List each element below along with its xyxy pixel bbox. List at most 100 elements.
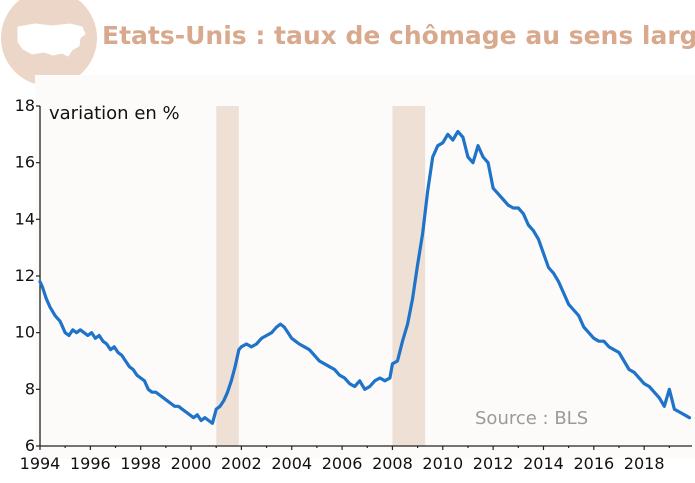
series-point-18 bbox=[106, 343, 108, 345]
series-point-44 bbox=[204, 417, 206, 419]
x-tick-label-1996: 1996 bbox=[70, 454, 111, 473]
series-point-106 bbox=[492, 187, 494, 189]
series-point-42 bbox=[196, 414, 198, 416]
x-tick-label-2000: 2000 bbox=[171, 454, 212, 473]
series-point-57 bbox=[256, 343, 258, 345]
x-tick-label-2002: 2002 bbox=[221, 454, 262, 473]
series-point-14 bbox=[91, 332, 93, 334]
series-point-99 bbox=[457, 131, 459, 133]
series-point-55 bbox=[246, 343, 248, 345]
series-point-89 bbox=[407, 323, 409, 325]
series-point-80 bbox=[364, 388, 366, 390]
series-point-56 bbox=[251, 346, 253, 348]
series-point-145 bbox=[689, 417, 691, 419]
series-point-7 bbox=[64, 332, 66, 334]
y-tick-label-6: 6 bbox=[25, 436, 35, 455]
x-tick-label-2008: 2008 bbox=[372, 454, 413, 473]
series-point-10 bbox=[76, 332, 78, 334]
series-point-65 bbox=[291, 337, 293, 339]
y-tick-label-12: 12 bbox=[15, 266, 35, 285]
header-background bbox=[0, 0, 695, 70]
series-point-77 bbox=[349, 383, 351, 385]
series-point-139 bbox=[658, 397, 660, 399]
series-point-54 bbox=[240, 346, 242, 348]
series-point-28 bbox=[144, 380, 146, 382]
series-point-63 bbox=[283, 326, 285, 328]
series-point-96 bbox=[442, 142, 444, 144]
usa-map-shape bbox=[17, 23, 86, 57]
series-point-82 bbox=[374, 380, 376, 382]
series-point-39 bbox=[185, 411, 187, 413]
series-point-76 bbox=[344, 377, 346, 379]
series-point-46 bbox=[212, 422, 214, 424]
series-point-43 bbox=[200, 420, 202, 422]
series-point-90 bbox=[412, 298, 414, 300]
series-point-131 bbox=[618, 352, 620, 354]
series-point-100 bbox=[462, 136, 464, 138]
series-point-122 bbox=[573, 309, 575, 311]
series-point-88 bbox=[402, 340, 404, 342]
series-point-118 bbox=[553, 272, 555, 274]
axes-layer bbox=[36, 105, 692, 450]
y-tick-label-8: 8 bbox=[25, 379, 35, 398]
series-point-144 bbox=[684, 414, 686, 416]
series-point-58 bbox=[261, 337, 263, 339]
series-point-52 bbox=[234, 366, 236, 368]
series-point-83 bbox=[379, 377, 381, 379]
series-point-11 bbox=[79, 329, 81, 331]
series-point-102 bbox=[472, 162, 474, 164]
series-point-1 bbox=[39, 281, 41, 283]
series-point-70 bbox=[313, 354, 315, 356]
series-point-25 bbox=[132, 369, 134, 371]
series-point-98 bbox=[452, 139, 454, 141]
series-point-86 bbox=[392, 363, 394, 365]
series-point-133 bbox=[628, 369, 630, 371]
series-point-61 bbox=[276, 326, 278, 328]
series-point-41 bbox=[193, 417, 195, 419]
series-point-101 bbox=[467, 156, 469, 158]
series-point-8 bbox=[68, 335, 70, 337]
recession-band-1 bbox=[216, 106, 239, 446]
y-tick-label-16: 16 bbox=[15, 153, 35, 172]
y-tick-label-14: 14 bbox=[15, 209, 35, 228]
x-tick-label-1998: 1998 bbox=[120, 454, 161, 473]
series-point-47 bbox=[215, 408, 217, 410]
series-point-48 bbox=[219, 405, 221, 407]
series-point-33 bbox=[162, 397, 164, 399]
series-point-136 bbox=[643, 383, 645, 385]
series-point-19 bbox=[110, 349, 112, 351]
unemployment-line bbox=[38, 129, 692, 425]
series-point-140 bbox=[663, 405, 665, 407]
series-point-30 bbox=[151, 391, 153, 393]
series-point-129 bbox=[608, 346, 610, 348]
series-point-108 bbox=[502, 199, 504, 201]
series-point-40 bbox=[189, 414, 191, 416]
series-point-111 bbox=[517, 207, 519, 209]
series-point-137 bbox=[648, 386, 650, 388]
x-tick-label-2010: 2010 bbox=[422, 454, 463, 473]
recession-shading-layer bbox=[216, 106, 426, 446]
series-point-34 bbox=[166, 400, 168, 402]
series-point-134 bbox=[633, 371, 635, 373]
series-point-36 bbox=[174, 405, 176, 407]
series-point-26 bbox=[136, 374, 138, 376]
series-point-112 bbox=[522, 213, 524, 215]
series-point-51 bbox=[230, 380, 232, 382]
series-point-81 bbox=[369, 386, 371, 388]
x-tick-label-2004: 2004 bbox=[271, 454, 312, 473]
series-point-124 bbox=[583, 326, 585, 328]
series-point-68 bbox=[303, 346, 305, 348]
series-point-45 bbox=[208, 420, 210, 422]
x-tick-label-2014: 2014 bbox=[523, 454, 564, 473]
series-point-35 bbox=[170, 403, 172, 405]
series-point-4 bbox=[49, 306, 51, 308]
source-label: Source : BLS bbox=[475, 408, 588, 429]
series-point-117 bbox=[548, 267, 550, 269]
series-point-17 bbox=[102, 340, 104, 342]
y-axis-label: variation en % bbox=[49, 103, 180, 124]
series-point-21 bbox=[117, 352, 119, 354]
series-point-60 bbox=[271, 332, 273, 334]
series-point-103 bbox=[477, 145, 479, 147]
series-point-9 bbox=[72, 329, 74, 331]
